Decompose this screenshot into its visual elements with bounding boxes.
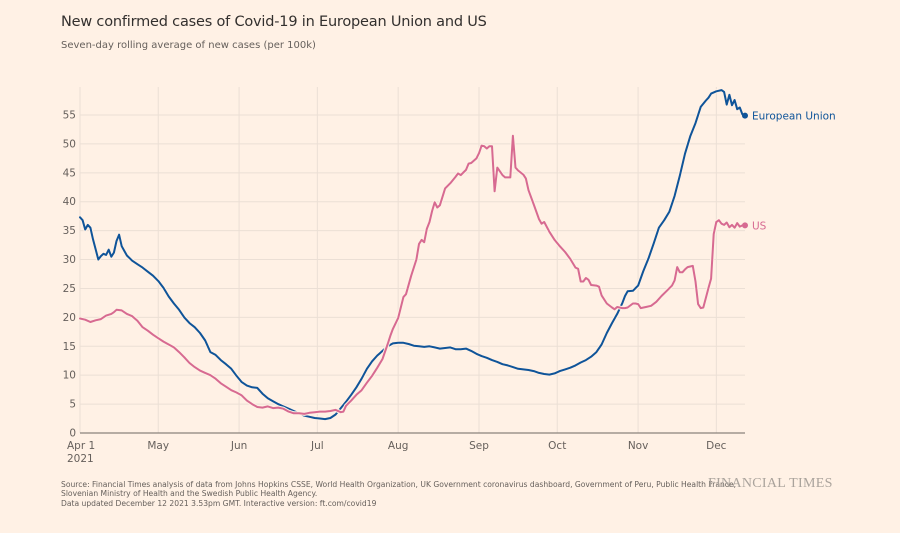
y-axis-ticks: 0 5 10 15 20 25 30 35 40 45 50 55 <box>63 110 76 440</box>
series-label-us: US <box>752 220 767 232</box>
horizontal-gridlines <box>80 114 745 405</box>
x-tick-label: Oct <box>548 440 566 452</box>
source-line: Slovenian Ministry of Health and the Swe… <box>61 489 318 499</box>
ft-logo: FINANCIAL TIMES <box>708 476 833 491</box>
series-line-european-union <box>79 89 746 421</box>
series-lines <box>78 88 746 422</box>
y-tick-label: 5 <box>69 399 76 411</box>
chart-title: New confirmed cases of Covid-19 in Europ… <box>61 14 487 30</box>
x-tick-label: May <box>147 440 169 452</box>
y-tick-label: 30 <box>63 254 76 266</box>
y-tick-label: 15 <box>63 341 76 353</box>
x-tick-sublabel: 2021 <box>67 453 94 465</box>
y-tick-label: 25 <box>63 283 76 295</box>
x-tick-label: Nov <box>628 440 649 452</box>
source-line: Source: Financial Times analysis of data… <box>61 480 737 489</box>
x-tick-label: Aug <box>388 440 409 452</box>
y-tick-label: 45 <box>63 167 76 179</box>
source-line: Data updated December 12 2021 3.53pm GMT… <box>61 498 377 508</box>
y-tick-label: 10 <box>63 370 76 382</box>
vertical-gridlines <box>79 87 717 433</box>
y-tick-label: 20 <box>63 312 76 324</box>
x-tick-label: Sep <box>469 440 489 452</box>
series-end-labels: European Union US <box>742 111 836 232</box>
source-note: Source: Financial Times analysis of data… <box>61 480 737 508</box>
y-tick-label: 0 <box>69 428 76 440</box>
y-tick-label: 50 <box>63 138 76 150</box>
chart-subtitle: Seven-day rolling average of new cases (… <box>61 40 316 51</box>
y-tick-label: 35 <box>63 225 76 237</box>
series-label-european-union: European Union <box>752 111 836 123</box>
series-line-us <box>79 134 746 415</box>
x-tick-label: Jun <box>230 440 247 452</box>
x-tick-label: Jul <box>310 440 324 452</box>
series-halo-european-union <box>78 88 746 422</box>
y-tick-label: 40 <box>63 196 76 208</box>
x-tick-label: Apr 1 <box>67 440 95 452</box>
series-end-dot-us <box>742 222 748 229</box>
y-tick-label: 55 <box>63 110 76 122</box>
x-tick-label: Dec <box>706 440 727 452</box>
series-end-dot-european-union <box>742 112 748 119</box>
